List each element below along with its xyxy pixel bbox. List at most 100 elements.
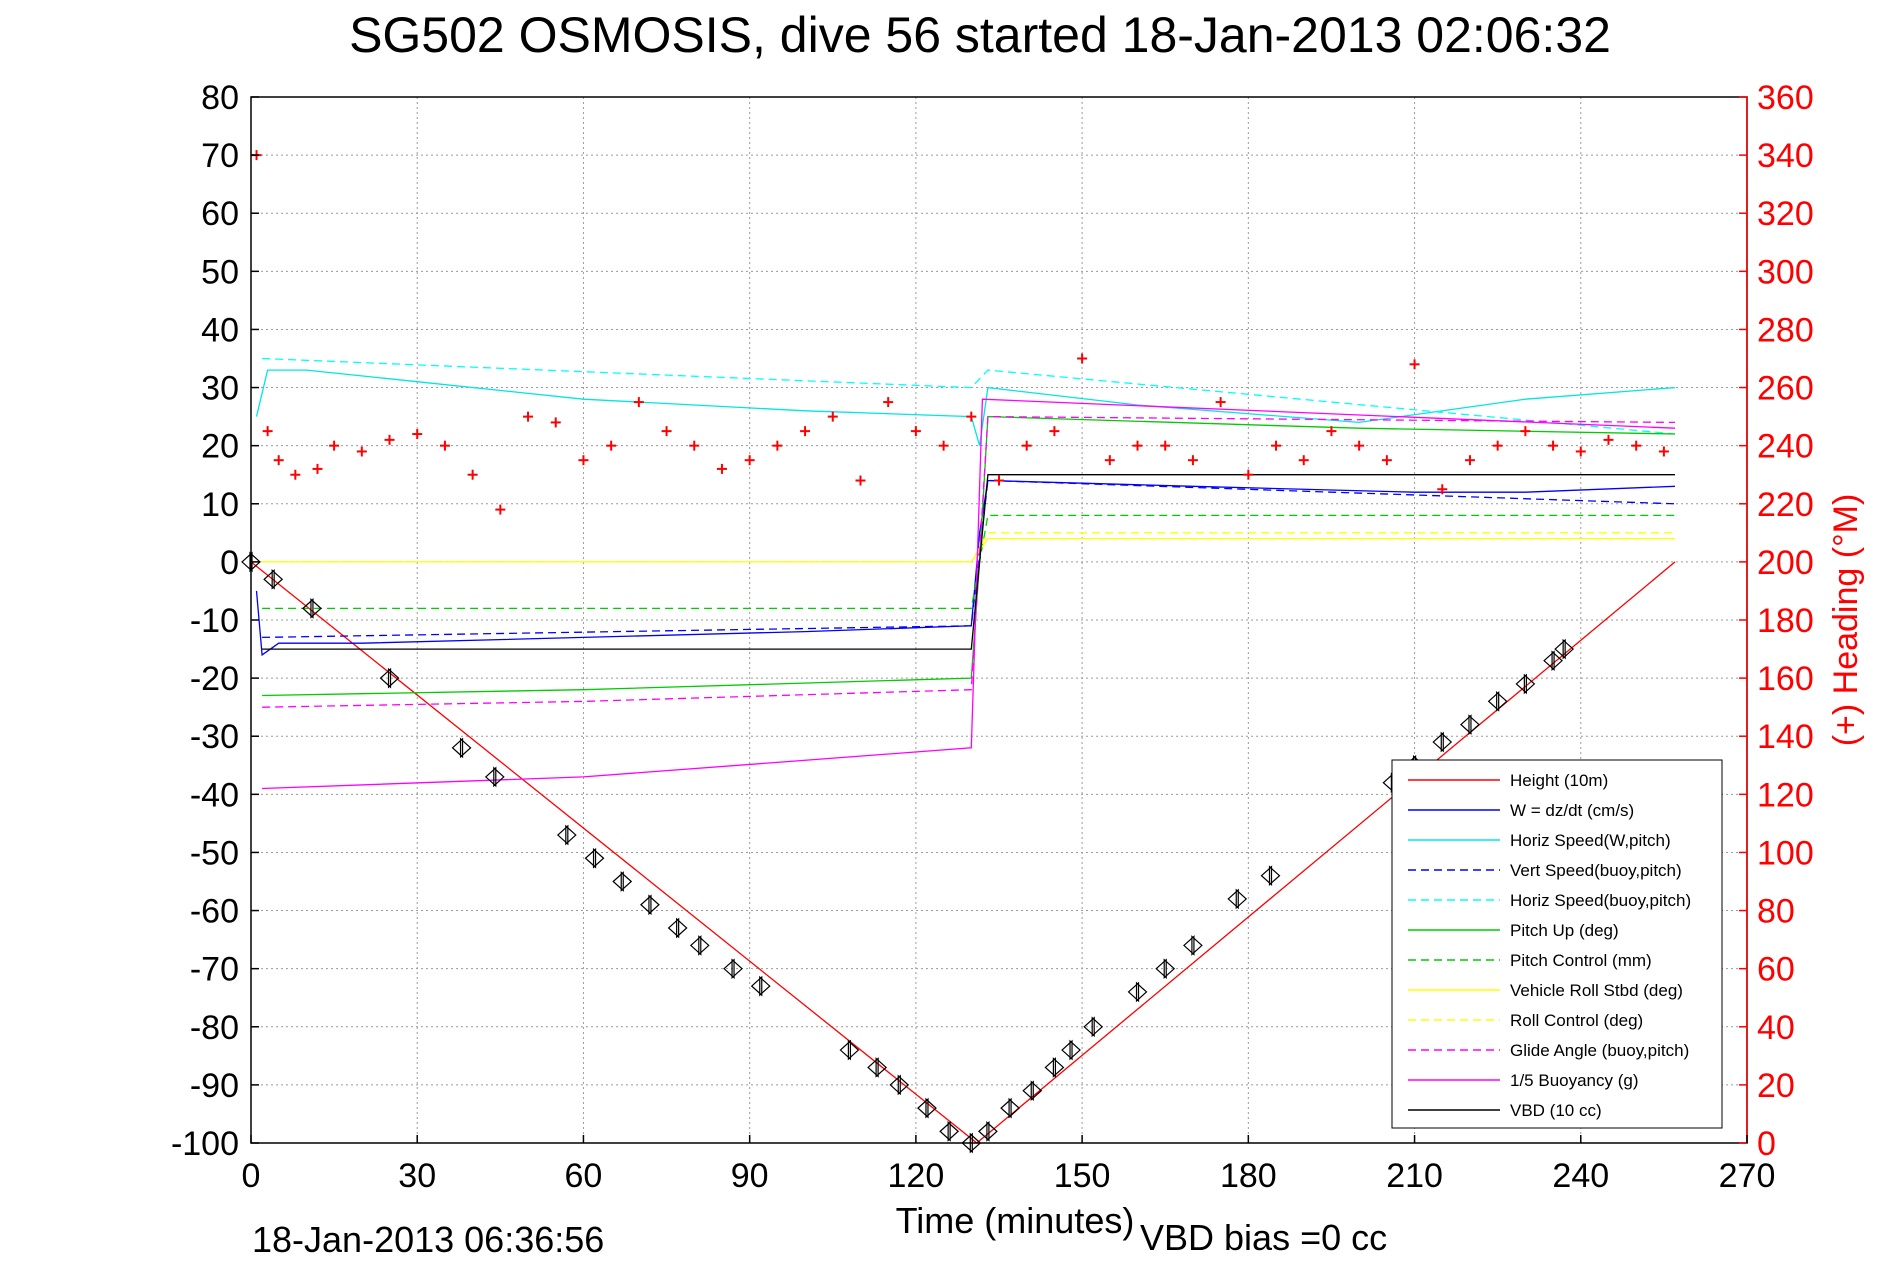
heading-marker xyxy=(966,411,977,422)
heading-marker xyxy=(1492,440,1503,451)
y-tick-label: 60 xyxy=(201,195,239,233)
heading-marker xyxy=(633,397,644,408)
heading-marker xyxy=(772,440,783,451)
y-tick-label: -100 xyxy=(171,1125,239,1163)
heading-marker xyxy=(523,411,534,422)
x-tick-label: 30 xyxy=(398,1157,436,1195)
vbd-marker xyxy=(1083,1016,1104,1038)
vbd-marker xyxy=(1543,650,1563,672)
heading-marker xyxy=(439,440,450,451)
heading-marker xyxy=(855,475,866,486)
x-tick-label: 270 xyxy=(1719,1157,1776,1195)
legend-label: Glide Angle (buoy,pitch) xyxy=(1510,1041,1689,1060)
heading-marker xyxy=(994,475,1004,486)
y-right-tick-label: 80 xyxy=(1757,893,1795,931)
y-tick-label: -40 xyxy=(190,776,239,814)
y-tick-label: -70 xyxy=(190,951,239,989)
y-right-tick-label: 280 xyxy=(1757,311,1814,349)
y-tick-label: 0 xyxy=(220,544,239,582)
vbd-marker xyxy=(556,824,577,846)
vbd-marker xyxy=(263,568,284,590)
heading-marker xyxy=(329,440,340,451)
heading-marker xyxy=(1575,446,1586,457)
heading-marker xyxy=(356,446,367,457)
y-right-tick-label: 320 xyxy=(1757,195,1814,233)
series-vbd-10-cc xyxy=(262,474,1675,650)
heading-marker xyxy=(384,434,395,445)
vbd-marker xyxy=(640,894,660,916)
vbd-marker xyxy=(839,1039,860,1061)
legend-box xyxy=(1391,759,1723,1129)
x-tick-label: 210 xyxy=(1386,1157,1443,1195)
legend-item: Horiz Speed(buoy,pitch) xyxy=(1408,891,1691,910)
vbd-marker xyxy=(1460,714,1480,735)
vbd-marker xyxy=(889,1074,910,1096)
legend-item: Vehicle Roll Stbd (deg) xyxy=(1408,981,1683,1000)
y-tick-label: -90 xyxy=(190,1067,239,1105)
heading-marker xyxy=(412,429,423,440)
y-right-tick-label: 340 xyxy=(1757,137,1814,175)
y-axis-right-label: (+) Heading (°M) xyxy=(1827,494,1865,747)
legend-item: Horiz Speed(W,pitch) xyxy=(1408,831,1671,850)
legend-label: Horiz Speed(buoy,pitch) xyxy=(1510,891,1691,910)
vbd-marker xyxy=(917,1097,937,1119)
vbd-marker xyxy=(379,667,400,689)
series-1-5-buoyancy-g xyxy=(262,398,1676,790)
legend-item: Pitch Up (deg) xyxy=(1408,921,1619,940)
series-roll-control-deg xyxy=(251,532,1675,563)
vbd-marker xyxy=(667,917,688,939)
heading-marker xyxy=(910,426,921,437)
series-horiz-speed-buoy-pitch xyxy=(262,357,1676,435)
heading-marker xyxy=(1464,455,1475,466)
y-tick-label: -30 xyxy=(190,718,239,756)
legend-label: Horiz Speed(W,pitch) xyxy=(1510,831,1671,850)
heading-marker xyxy=(1409,359,1420,370)
vbd-marker xyxy=(484,766,505,788)
vbd-marker xyxy=(1022,1080,1043,1102)
heading-marker xyxy=(1215,397,1226,408)
vbd-marker xyxy=(1227,888,1248,910)
vbd-bias-label: VBD bias =0 cc xyxy=(1140,1217,1387,1258)
legend-label: Roll Control (deg) xyxy=(1510,1011,1643,1030)
y-right-tick-label: 60 xyxy=(1757,951,1795,989)
heading-marker xyxy=(578,455,589,466)
vbd-marker xyxy=(302,598,322,619)
heading-marker xyxy=(1132,440,1143,451)
y-right-tick-label: 240 xyxy=(1757,428,1814,466)
heading-marker xyxy=(744,455,755,466)
legend-item: Vert Speed(buoy,pitch) xyxy=(1408,861,1682,880)
y-tick-label: 20 xyxy=(201,428,239,466)
vbd-marker xyxy=(1044,1057,1065,1078)
legend-item: 1/5 Buoyancy (g) xyxy=(1408,1071,1639,1090)
heading-marker xyxy=(290,469,301,480)
y-right-tick-label: 360 xyxy=(1757,79,1814,117)
heading-marker xyxy=(1160,440,1171,451)
legend: Height (10m) W = dz/dt (cm/s) Horiz Speed(… xyxy=(1391,759,1723,1129)
heading-marker xyxy=(1381,455,1392,466)
y-right-tick-label: 140 xyxy=(1757,718,1814,756)
x-tick-label: 180 xyxy=(1220,1157,1277,1195)
y-tick-label: -60 xyxy=(190,893,239,931)
legend-item: Roll Control (deg) xyxy=(1408,1011,1643,1030)
legend-label: Vert Speed(buoy,pitch) xyxy=(1510,861,1682,880)
x-axis-label: Time (minutes) xyxy=(896,1200,1135,1241)
footer-timestamp: 18-Jan-2013 06:36:56 xyxy=(252,1219,604,1260)
legend-label: Vehicle Roll Stbd (deg) xyxy=(1510,981,1683,1000)
y-tick-label: -50 xyxy=(190,834,239,872)
vbd-marker xyxy=(750,975,771,997)
heading-marker xyxy=(312,463,323,474)
heading-marker xyxy=(550,417,561,428)
x-tick-label: 90 xyxy=(731,1157,769,1195)
x-tick-label: 120 xyxy=(888,1157,945,1195)
series-glide-angle-buoy-pitch xyxy=(262,415,1676,708)
heading-marker xyxy=(1326,426,1337,437)
vbd-marker xyxy=(451,737,472,759)
heading-marker xyxy=(495,504,506,515)
vbd-marker xyxy=(689,935,710,956)
vbd-marker xyxy=(939,1121,960,1142)
vbd-marker xyxy=(1260,865,1281,887)
vbd-marker xyxy=(1515,673,1536,695)
legend-item: VBD (10 cc) xyxy=(1408,1101,1602,1120)
heading-marker xyxy=(1049,426,1060,437)
